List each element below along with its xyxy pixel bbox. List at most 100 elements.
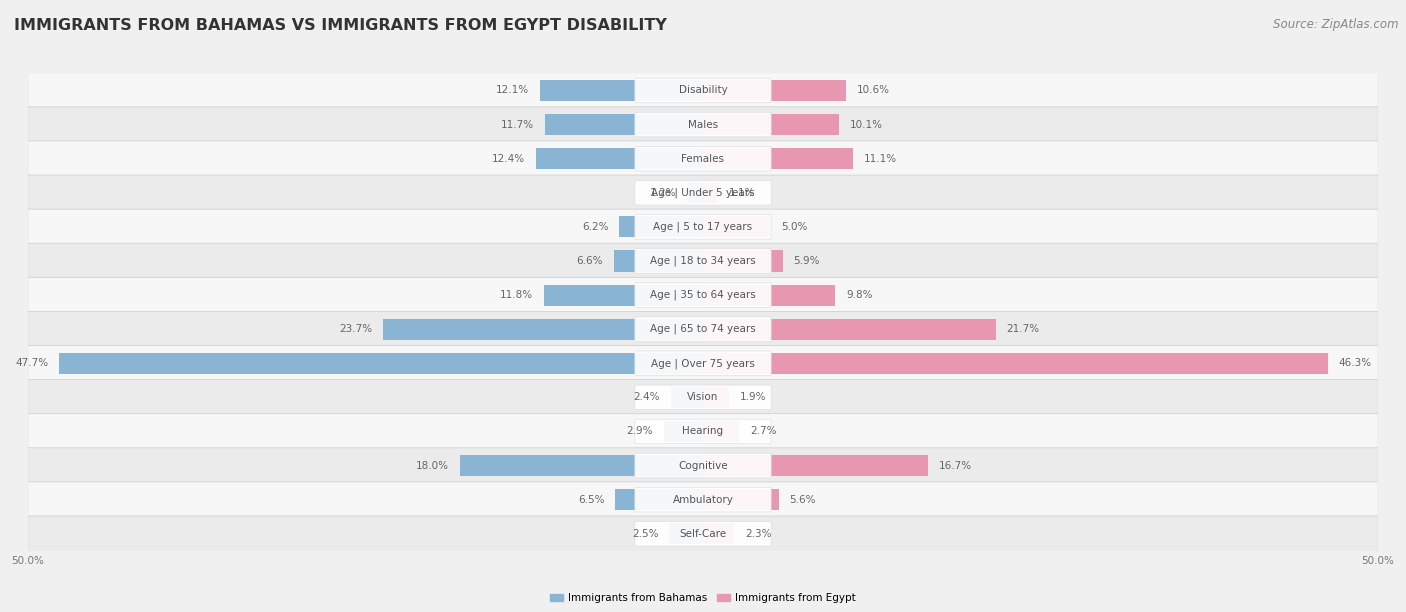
- Text: 21.7%: 21.7%: [1007, 324, 1040, 334]
- Text: 11.1%: 11.1%: [863, 154, 897, 163]
- Bar: [703, 353, 1327, 374]
- Text: Disability: Disability: [679, 86, 727, 95]
- FancyBboxPatch shape: [28, 448, 1378, 483]
- Text: Age | 65 to 74 years: Age | 65 to 74 years: [650, 324, 756, 334]
- FancyBboxPatch shape: [28, 141, 1378, 176]
- Bar: [614, 250, 703, 272]
- FancyBboxPatch shape: [636, 419, 770, 444]
- Bar: [703, 80, 846, 101]
- Bar: [460, 455, 703, 476]
- FancyBboxPatch shape: [636, 487, 770, 512]
- Bar: [546, 114, 703, 135]
- FancyBboxPatch shape: [28, 277, 1378, 313]
- Bar: [703, 148, 853, 170]
- Bar: [671, 387, 703, 408]
- FancyBboxPatch shape: [28, 209, 1378, 245]
- FancyBboxPatch shape: [636, 283, 770, 307]
- FancyBboxPatch shape: [28, 107, 1378, 143]
- Bar: [703, 387, 728, 408]
- FancyBboxPatch shape: [636, 317, 770, 341]
- Bar: [59, 353, 703, 374]
- Bar: [536, 148, 703, 170]
- Text: 1.2%: 1.2%: [650, 188, 676, 198]
- Bar: [703, 319, 995, 340]
- Text: 2.3%: 2.3%: [745, 529, 772, 539]
- Text: Self-Care: Self-Care: [679, 529, 727, 539]
- Text: 6.2%: 6.2%: [582, 222, 609, 232]
- Text: 5.6%: 5.6%: [789, 494, 815, 505]
- Bar: [540, 80, 703, 101]
- Text: Females: Females: [682, 154, 724, 163]
- FancyBboxPatch shape: [636, 521, 770, 546]
- Bar: [669, 523, 703, 544]
- FancyBboxPatch shape: [636, 215, 770, 239]
- Text: 46.3%: 46.3%: [1339, 358, 1372, 368]
- Bar: [619, 216, 703, 237]
- FancyBboxPatch shape: [636, 248, 770, 273]
- Legend: Immigrants from Bahamas, Immigrants from Egypt: Immigrants from Bahamas, Immigrants from…: [546, 589, 860, 608]
- FancyBboxPatch shape: [28, 73, 1378, 108]
- Text: Age | Under 5 years: Age | Under 5 years: [651, 187, 755, 198]
- Text: 10.1%: 10.1%: [851, 119, 883, 130]
- Bar: [703, 114, 839, 135]
- Text: Vision: Vision: [688, 392, 718, 402]
- FancyBboxPatch shape: [28, 243, 1378, 278]
- Text: 6.6%: 6.6%: [576, 256, 603, 266]
- FancyBboxPatch shape: [28, 346, 1378, 381]
- Text: 2.9%: 2.9%: [627, 427, 652, 436]
- Bar: [703, 421, 740, 442]
- Bar: [686, 182, 703, 203]
- Bar: [703, 285, 835, 305]
- Text: Ambulatory: Ambulatory: [672, 494, 734, 505]
- FancyBboxPatch shape: [636, 385, 770, 409]
- FancyBboxPatch shape: [28, 312, 1378, 347]
- Text: 11.8%: 11.8%: [499, 290, 533, 300]
- FancyBboxPatch shape: [636, 146, 770, 171]
- Bar: [382, 319, 703, 340]
- Text: 10.6%: 10.6%: [856, 86, 890, 95]
- Text: Males: Males: [688, 119, 718, 130]
- FancyBboxPatch shape: [636, 351, 770, 376]
- Text: 16.7%: 16.7%: [939, 461, 973, 471]
- Text: 1.1%: 1.1%: [728, 188, 755, 198]
- Text: 2.5%: 2.5%: [631, 529, 658, 539]
- FancyBboxPatch shape: [636, 113, 770, 137]
- Text: 5.0%: 5.0%: [782, 222, 807, 232]
- Bar: [703, 216, 770, 237]
- Text: 47.7%: 47.7%: [15, 358, 48, 368]
- Text: 2.4%: 2.4%: [633, 392, 659, 402]
- FancyBboxPatch shape: [28, 379, 1378, 415]
- Bar: [703, 489, 779, 510]
- FancyBboxPatch shape: [636, 78, 770, 103]
- Bar: [703, 455, 928, 476]
- Text: Hearing: Hearing: [682, 427, 724, 436]
- Bar: [664, 421, 703, 442]
- Text: 6.5%: 6.5%: [578, 494, 605, 505]
- Text: 23.7%: 23.7%: [339, 324, 373, 334]
- Text: 9.8%: 9.8%: [846, 290, 873, 300]
- Text: 1.9%: 1.9%: [740, 392, 766, 402]
- Text: 12.4%: 12.4%: [492, 154, 524, 163]
- FancyBboxPatch shape: [28, 516, 1378, 551]
- Text: Age | Over 75 years: Age | Over 75 years: [651, 358, 755, 368]
- FancyBboxPatch shape: [28, 175, 1378, 211]
- Text: Age | 5 to 17 years: Age | 5 to 17 years: [654, 222, 752, 232]
- Bar: [703, 182, 718, 203]
- FancyBboxPatch shape: [28, 482, 1378, 517]
- Text: 11.7%: 11.7%: [501, 119, 534, 130]
- Text: 2.7%: 2.7%: [751, 427, 776, 436]
- FancyBboxPatch shape: [636, 181, 770, 205]
- FancyBboxPatch shape: [636, 453, 770, 478]
- Bar: [544, 285, 703, 305]
- Text: 5.9%: 5.9%: [793, 256, 820, 266]
- Text: 18.0%: 18.0%: [416, 461, 450, 471]
- Text: Cognitive: Cognitive: [678, 461, 728, 471]
- FancyBboxPatch shape: [28, 414, 1378, 449]
- Text: IMMIGRANTS FROM BAHAMAS VS IMMIGRANTS FROM EGYPT DISABILITY: IMMIGRANTS FROM BAHAMAS VS IMMIGRANTS FR…: [14, 18, 666, 34]
- Text: Age | 35 to 64 years: Age | 35 to 64 years: [650, 290, 756, 300]
- Text: Age | 18 to 34 years: Age | 18 to 34 years: [650, 256, 756, 266]
- Text: Source: ZipAtlas.com: Source: ZipAtlas.com: [1274, 18, 1399, 31]
- Bar: [703, 523, 734, 544]
- Bar: [616, 489, 703, 510]
- Text: 12.1%: 12.1%: [496, 86, 529, 95]
